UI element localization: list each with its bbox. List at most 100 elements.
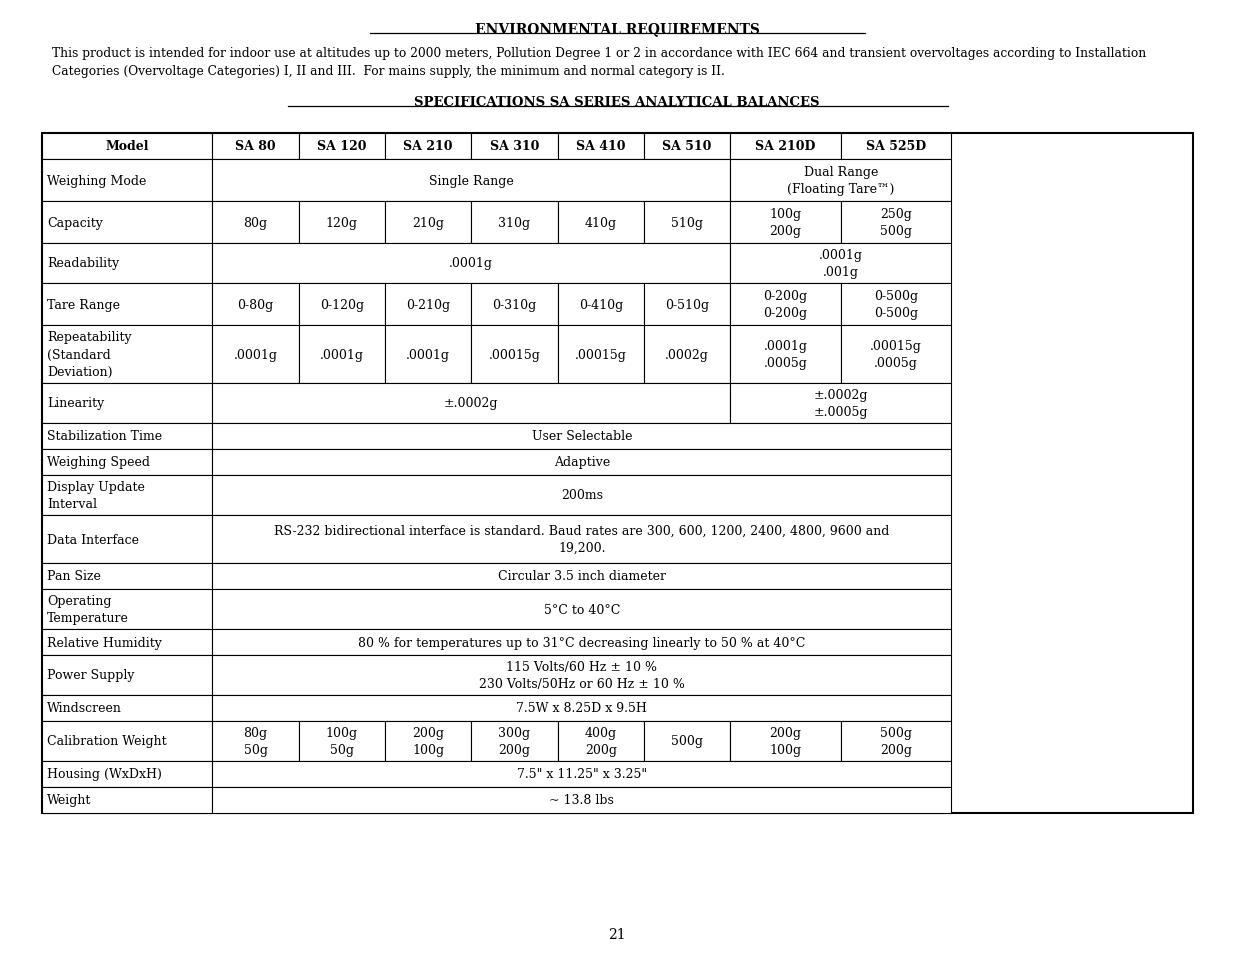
Text: 80g: 80g: [243, 216, 268, 230]
Text: .0001g
.001g: .0001g .001g: [819, 249, 863, 278]
Text: 0-500g
0-500g: 0-500g 0-500g: [874, 290, 918, 319]
Text: 115 Volts/60 Hz ± 10 %
230 Volts/50Hz or 60 Hz ± 10 %: 115 Volts/60 Hz ± 10 % 230 Volts/50Hz or…: [479, 660, 684, 690]
Text: SA 510: SA 510: [662, 140, 711, 153]
Bar: [643, 202, 730, 244]
Bar: [841, 133, 951, 160]
Text: 0-310g: 0-310g: [493, 298, 537, 312]
Text: 80g
50g: 80g 50g: [243, 726, 268, 757]
Bar: [42, 450, 212, 476]
Bar: [212, 244, 730, 284]
Bar: [558, 202, 643, 244]
Bar: [212, 160, 730, 202]
Text: Tare Range: Tare Range: [47, 298, 120, 312]
Bar: [212, 656, 951, 696]
Text: .0001g: .0001g: [233, 348, 278, 361]
Text: This product is intended for indoor use at altitudes up to 2000 meters, Pollutio: This product is intended for indoor use …: [52, 47, 1146, 78]
Bar: [42, 696, 212, 721]
Text: 0-510g: 0-510g: [666, 298, 709, 312]
Bar: [212, 696, 951, 721]
Bar: [385, 133, 472, 160]
Text: SA 210D: SA 210D: [756, 140, 816, 153]
Text: SPECIFICATIONS SA SERIES ANALYTICAL BALANCES: SPECIFICATIONS SA SERIES ANALYTICAL BALA…: [414, 96, 820, 109]
Bar: [42, 629, 212, 656]
Text: Weighing Speed: Weighing Speed: [47, 456, 149, 469]
Text: 0-120g: 0-120g: [320, 298, 364, 312]
Bar: [42, 787, 212, 813]
Bar: [299, 133, 385, 160]
Bar: [212, 423, 951, 450]
Bar: [385, 284, 472, 326]
Text: 100g
50g: 100g 50g: [326, 726, 358, 757]
Bar: [643, 133, 730, 160]
Text: RS-232 bidirectional interface is standard. Baud rates are 300, 600, 1200, 2400,: RS-232 bidirectional interface is standa…: [274, 524, 889, 555]
Text: Housing (WxDxH): Housing (WxDxH): [47, 768, 162, 781]
Text: Windscreen: Windscreen: [47, 701, 122, 715]
Text: Capacity: Capacity: [47, 216, 103, 230]
Text: 300g
200g: 300g 200g: [499, 726, 531, 757]
Bar: [472, 326, 558, 384]
Text: Calibration Weight: Calibration Weight: [47, 735, 167, 748]
Bar: [643, 326, 730, 384]
Bar: [558, 326, 643, 384]
Text: Pan Size: Pan Size: [47, 570, 101, 583]
Text: 200ms: 200ms: [561, 489, 603, 502]
Bar: [42, 476, 212, 516]
Bar: [385, 202, 472, 244]
Text: SA 210: SA 210: [404, 140, 453, 153]
Text: 100g
200g: 100g 200g: [769, 208, 802, 237]
Text: Dual Range
(Floating Tare™): Dual Range (Floating Tare™): [787, 166, 894, 195]
Text: SA 120: SA 120: [317, 140, 367, 153]
Text: Weighing Mode: Weighing Mode: [47, 174, 147, 188]
Bar: [212, 384, 730, 423]
Text: ±.0002g: ±.0002g: [445, 397, 499, 410]
Text: Circular 3.5 inch diameter: Circular 3.5 inch diameter: [498, 570, 666, 583]
Bar: [558, 721, 643, 761]
Bar: [299, 202, 385, 244]
Bar: [643, 284, 730, 326]
Bar: [42, 761, 212, 787]
Bar: [42, 656, 212, 696]
Bar: [212, 326, 299, 384]
Text: SA 310: SA 310: [490, 140, 540, 153]
Bar: [730, 244, 951, 284]
Text: Display Update
Interval: Display Update Interval: [47, 480, 144, 511]
Text: 210g: 210g: [412, 216, 445, 230]
Text: Linearity: Linearity: [47, 397, 104, 410]
Text: .0001g: .0001g: [406, 348, 451, 361]
Bar: [730, 160, 951, 202]
Bar: [212, 563, 951, 589]
Bar: [730, 384, 951, 423]
Text: Relative Humidity: Relative Humidity: [47, 636, 162, 649]
Text: .0001g
.0005g: .0001g .0005g: [763, 339, 808, 370]
Bar: [42, 244, 212, 284]
Text: Repeatability
(Standard
Deviation): Repeatability (Standard Deviation): [47, 331, 132, 378]
Text: Readability: Readability: [47, 257, 120, 271]
Bar: [730, 202, 841, 244]
Text: SA 525D: SA 525D: [866, 140, 926, 153]
Text: 200g
100g: 200g 100g: [769, 726, 802, 757]
Text: 21: 21: [608, 927, 626, 941]
Text: ~ 13.8 lbs: ~ 13.8 lbs: [550, 794, 614, 806]
Bar: [730, 721, 841, 761]
Bar: [212, 516, 951, 563]
Bar: [841, 721, 951, 761]
Text: Stabilization Time: Stabilization Time: [47, 430, 162, 443]
Text: SA 80: SA 80: [235, 140, 275, 153]
Text: 0-80g: 0-80g: [237, 298, 274, 312]
Text: Power Supply: Power Supply: [47, 669, 135, 681]
Text: .00015g: .00015g: [574, 348, 626, 361]
Bar: [299, 284, 385, 326]
Bar: [42, 563, 212, 589]
Text: 0-200g
0-200g: 0-200g 0-200g: [763, 290, 808, 319]
Bar: [42, 589, 212, 629]
Bar: [42, 133, 1193, 813]
Text: .0001g: .0001g: [320, 348, 364, 361]
Bar: [841, 202, 951, 244]
Text: 5°C to 40°C: 5°C to 40°C: [543, 603, 620, 616]
Text: 310g: 310g: [499, 216, 531, 230]
Bar: [212, 476, 951, 516]
Text: SA 410: SA 410: [576, 140, 626, 153]
Text: 0-210g: 0-210g: [406, 298, 451, 312]
Bar: [42, 326, 212, 384]
Text: 0-410g: 0-410g: [579, 298, 622, 312]
